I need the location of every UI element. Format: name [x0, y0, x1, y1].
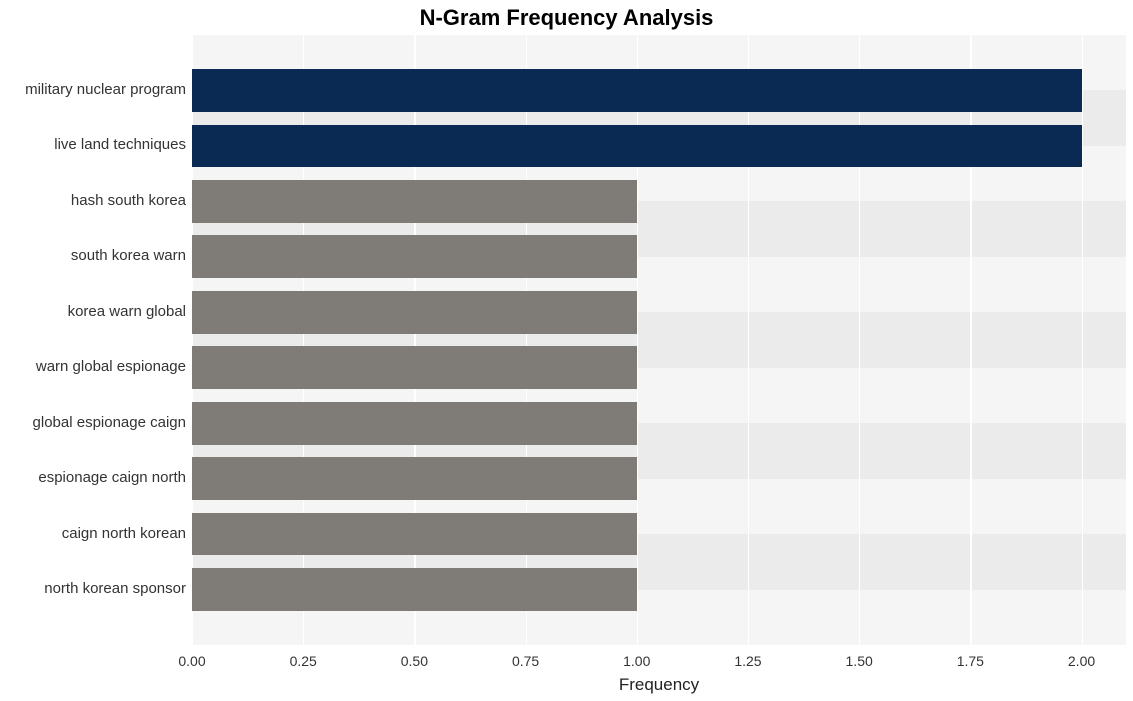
x-tick-label: 1.25: [734, 653, 761, 669]
bar: [192, 291, 637, 334]
gridline: [1082, 35, 1083, 645]
y-tick-label: caign north korean: [0, 525, 186, 542]
y-tick-label: global espionage caign: [0, 414, 186, 431]
y-tick-label: hash south korea: [0, 192, 186, 209]
x-axis-label: Frequency: [192, 675, 1126, 695]
ngram-chart: N-Gram Frequency Analysis military nucle…: [0, 0, 1133, 701]
y-tick-label: north korean sponsor: [0, 580, 186, 597]
bar: [192, 402, 637, 445]
y-tick-label: south korea warn: [0, 247, 186, 264]
x-tick-label: 0.50: [401, 653, 428, 669]
x-tick-label: 1.50: [846, 653, 873, 669]
y-tick-label: espionage caign north: [0, 469, 186, 486]
bar: [192, 235, 637, 278]
bar: [192, 457, 637, 500]
bar: [192, 69, 1082, 112]
x-tick-label: 0.25: [290, 653, 317, 669]
x-tick-label: 2.00: [1068, 653, 1095, 669]
x-tick-label: 0.75: [512, 653, 539, 669]
x-tick-label: 1.00: [623, 653, 650, 669]
x-tick-label: 1.75: [957, 653, 984, 669]
y-tick-label: warn global espionage: [0, 358, 186, 375]
x-tick-label: 0.00: [178, 653, 205, 669]
bar: [192, 513, 637, 556]
bar: [192, 568, 637, 611]
plot-area: [192, 35, 1126, 645]
y-tick-label: live land techniques: [0, 136, 186, 153]
bar: [192, 125, 1082, 168]
y-tick-label: military nuclear program: [0, 81, 186, 98]
chart-title: N-Gram Frequency Analysis: [0, 5, 1133, 31]
bar: [192, 346, 637, 389]
bar: [192, 180, 637, 223]
x-axis-ticks: 0.000.250.500.751.001.251.501.752.00: [192, 653, 1126, 677]
y-axis-labels: military nuclear program live land techni…: [0, 35, 186, 645]
y-tick-label: korea warn global: [0, 303, 186, 320]
